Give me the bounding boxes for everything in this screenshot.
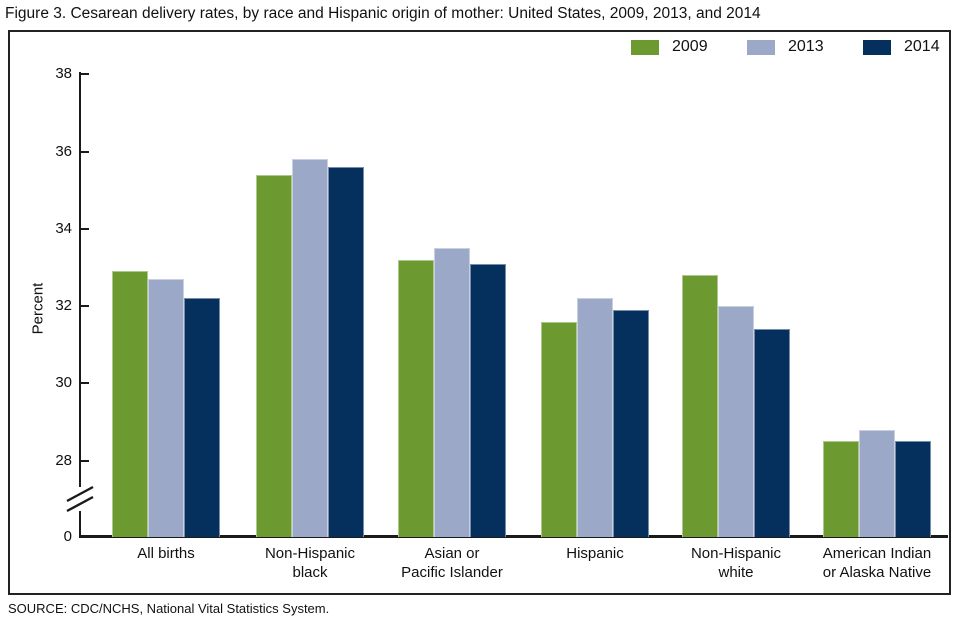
bar-2009-all-births (112, 271, 148, 537)
y-axis-tick-label: 34 (55, 219, 72, 237)
bar-2014-asian-or-pacific-islander (470, 263, 506, 537)
y-axis-tick (81, 459, 89, 462)
bar-2009-asian-or-pacific-islander (398, 259, 434, 537)
x-axis-label: American Indian or Alaska Native (822, 545, 932, 581)
bar-2013-american-indian-or-alaska-native (859, 429, 895, 537)
bar-2013-non-hispanic-black (292, 159, 328, 537)
x-axis-label: Non-Hispanic white (690, 545, 782, 581)
y-axis-tick-label: 28 (55, 451, 72, 469)
y-axis-line (79, 72, 81, 538)
source-note: SOURCE: CDC/NCHS, National Vital Statist… (8, 601, 330, 616)
chart-panel: 2009 2013 2014 Percent 0 28 30 32 34 36 38 All b… (8, 30, 951, 595)
legend-swatch-2014 (863, 39, 891, 55)
legend-swatch-2009 (631, 39, 659, 55)
y-axis-tick-label: 32 (55, 297, 72, 315)
bar-2009-non-hispanic-black (256, 174, 292, 537)
bar-2014-american-indian-or-alaska-native (895, 441, 931, 537)
x-axis-label: Asian or Pacific Islander (401, 545, 503, 581)
y-axis-tick (81, 73, 89, 76)
bar-2013-hispanic (577, 298, 613, 537)
x-axis-label: All births (137, 545, 195, 562)
bar-2013-non-hispanic-white (718, 306, 754, 537)
legend-swatch-2013 (747, 39, 775, 55)
bar-2014-non-hispanic-black (328, 166, 364, 537)
y-axis-tick-label: 0 (63, 528, 72, 545)
legend: 2009 2013 2014 (10, 38, 949, 60)
y-axis-tick-label: 30 (55, 374, 72, 392)
bar-2009-non-hispanic-white (682, 275, 718, 537)
y-axis-tick (81, 150, 89, 153)
bar-2014-non-hispanic-white (754, 329, 790, 537)
y-axis-tick (81, 227, 89, 230)
legend-item-2009: 2009 (631, 38, 708, 56)
bar-2014-all-births (184, 298, 220, 537)
bar-2009-american-indian-or-alaska-native (823, 441, 859, 537)
y-axis-tick-label: 36 (55, 142, 72, 160)
legend-label: 2014 (904, 38, 940, 55)
legend-item-2014: 2014 (863, 38, 940, 56)
x-axis-label: Non-Hispanic black (264, 545, 356, 581)
y-axis-tick-label: 38 (55, 65, 72, 83)
axis-break-icon (66, 485, 94, 513)
legend-label: 2013 (788, 38, 824, 55)
legend-item-2013: 2013 (747, 38, 824, 56)
y-axis-tick (81, 382, 89, 385)
bar-2013-all-births (148, 279, 184, 537)
bar-2014-hispanic (613, 309, 649, 537)
bar-2009-hispanic (541, 321, 577, 537)
x-axis-line (79, 535, 948, 538)
figure-title: Figure 3. Cesarean delivery rates, by ra… (5, 5, 761, 22)
bar-2013-asian-or-pacific-islander (434, 248, 470, 537)
x-axis-label: Hispanic (566, 545, 624, 562)
legend-label: 2009 (672, 38, 708, 55)
y-axis-tick (81, 305, 89, 308)
